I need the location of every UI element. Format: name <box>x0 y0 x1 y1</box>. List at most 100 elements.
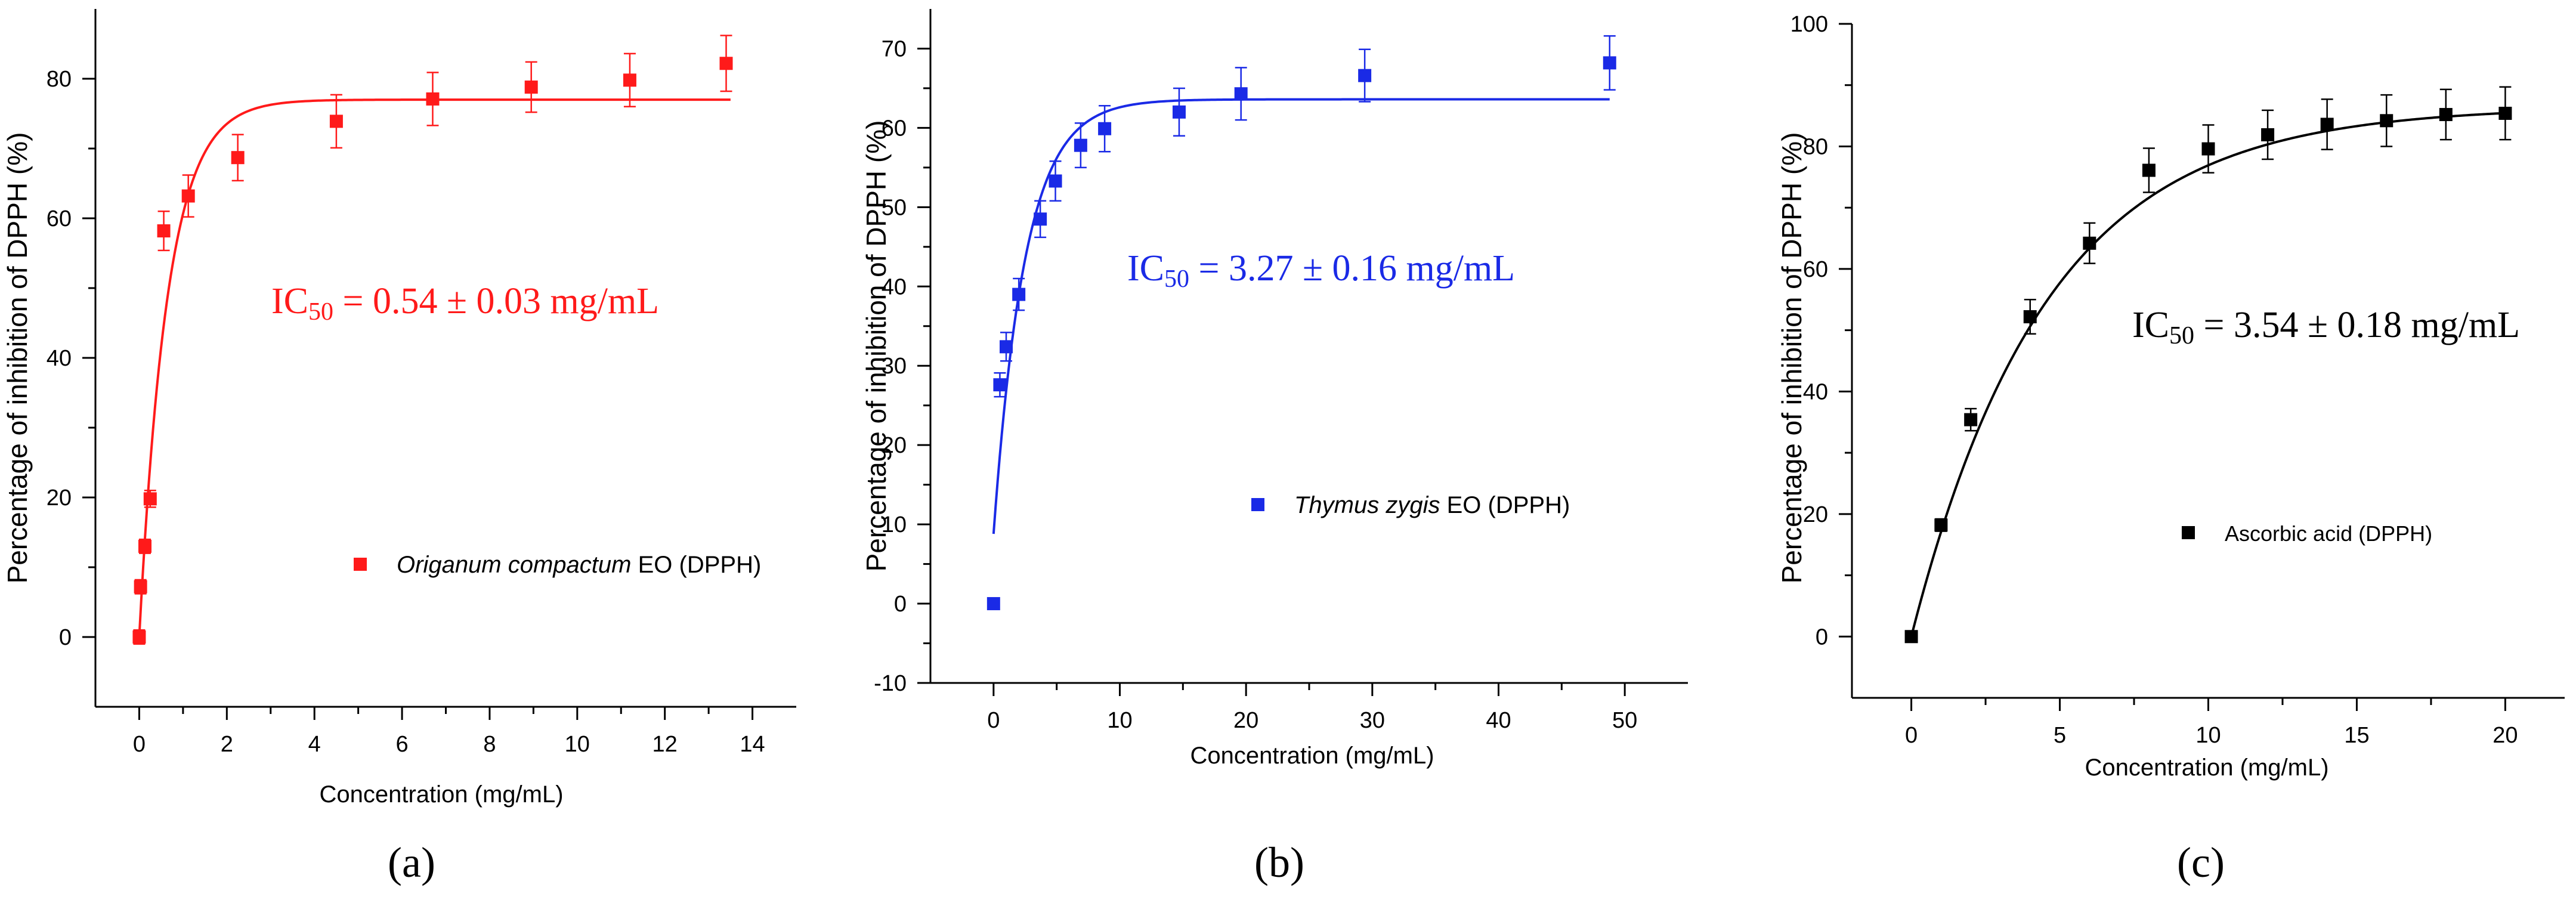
data-point <box>1172 105 1186 119</box>
data-marks <box>132 35 733 645</box>
data-point <box>329 115 343 128</box>
y-tick-label: 50 <box>882 195 907 220</box>
data-point <box>132 630 146 644</box>
y-tick-label: 20 <box>47 486 72 511</box>
ic50-annotation: IC50 = 3.27 ± 0.16 mg/mL <box>1127 248 1515 293</box>
y-tick-label: 60 <box>882 116 907 141</box>
legend-marker <box>354 558 367 571</box>
y-tick-label: 70 <box>882 36 907 61</box>
legend-normal: EO (DPPH) <box>1440 492 1570 518</box>
panel-label: (b) <box>1254 839 1304 886</box>
data-point <box>181 189 195 203</box>
data-point <box>623 73 636 87</box>
ic50-prefix: IC <box>1127 248 1164 289</box>
x-tick-label: 5 <box>2054 723 2066 748</box>
x-ticks: 0 10 20 30 40 50 <box>987 683 1637 733</box>
y-tick-label: 20 <box>882 433 907 458</box>
data-point <box>426 92 440 106</box>
y-tick-label: 60 <box>47 206 72 231</box>
panel-label: (c) <box>2177 839 2225 886</box>
data-point <box>1034 212 1047 226</box>
x-tick-label: 6 <box>395 732 408 757</box>
y-tick-label: 40 <box>47 346 72 371</box>
data-point <box>1098 122 1112 135</box>
data-marks <box>987 35 1616 611</box>
x-tick-label: 2 <box>221 732 233 757</box>
x-tick-label: 50 <box>1612 708 1637 733</box>
y-tick-label: -10 <box>874 671 907 696</box>
data-point <box>1000 340 1013 354</box>
y-tick-label: 20 <box>1803 502 1828 527</box>
y-tick-label: 60 <box>1803 257 1828 282</box>
x-axis-label: Concentration (mg/mL) <box>319 781 563 808</box>
data-point <box>1358 69 1372 82</box>
legend-label: Origanum compactum EO (DPPH) <box>397 552 761 578</box>
data-point <box>1904 630 1918 644</box>
y-axis-label: Percentage of inhibition of DPPH (%) <box>861 120 892 572</box>
chart-panel-a: 0 2 4 6 8 10 12 14 0 20 40 60 80 Concentration (mg/… <box>2 9 796 886</box>
x-axis-label: Concentration (mg/mL) <box>1190 743 1434 769</box>
x-tick-label: 0 <box>1905 723 1918 748</box>
ic50-prefix: IC <box>271 281 308 321</box>
legend-label: Thymus zygis EO (DPPH) <box>1294 492 1570 518</box>
x-tick-label: 30 <box>1360 708 1385 733</box>
ic50-value: = 3.27 ± 0.16 mg/mL <box>1189 248 1515 289</box>
x-tick-label: 0 <box>987 708 1000 733</box>
data-point <box>1964 413 1978 426</box>
y-ticks: -10 0 10 20 30 40 50 60 70 <box>874 36 930 696</box>
x-ticks: 0 2 4 6 8 10 12 14 <box>133 707 765 757</box>
x-tick-label: 20 <box>2492 723 2518 748</box>
data-point <box>1934 518 1948 532</box>
data-point <box>1012 287 1026 301</box>
y-tick-label: 10 <box>882 512 907 537</box>
data-marks <box>1904 86 2512 644</box>
data-point <box>2261 128 2275 141</box>
data-point <box>2498 106 2512 120</box>
data-point <box>987 597 1000 611</box>
data-point <box>1603 56 1616 70</box>
data-point <box>2142 163 2156 177</box>
x-tick-label: 14 <box>740 732 765 757</box>
chart-panel-b: 0 10 20 30 40 50 -10 0 10 20 30 40 50 60 70 Concentra… <box>861 9 1688 886</box>
chart-panel-c: 0 5 10 15 20 0 20 40 60 80 100 Concentration (mg/… <box>1776 12 2565 886</box>
y-tick-label: 100 <box>1790 12 1828 37</box>
x-ticks: 0 5 10 15 20 <box>1905 698 2518 748</box>
legend-italic: Thymus zygis <box>1294 492 1440 518</box>
y-tick-label: 0 <box>894 592 907 617</box>
y-tick-label: 40 <box>882 274 907 299</box>
ic50-subscript: 50 <box>1164 265 1189 293</box>
data-point <box>993 378 1007 392</box>
fit-curve-group <box>992 98 1610 534</box>
data-point <box>1234 87 1248 101</box>
data-point <box>157 224 171 238</box>
data-point <box>231 151 245 165</box>
legend: Origanum compactum EO (DPPH) <box>354 552 761 578</box>
y-tick-label: 0 <box>59 625 72 650</box>
y-tick-label: 40 <box>1803 379 1828 404</box>
y-ticks: 0 20 40 60 80 100 <box>1790 12 1852 650</box>
data-point <box>134 580 147 593</box>
legend: Ascorbic acid (DPPH) <box>2182 521 2432 546</box>
legend-normal: Ascorbic acid (DPPH) <box>2225 521 2432 546</box>
x-tick-label: 15 <box>2344 723 2369 748</box>
legend-marker <box>1251 498 1264 511</box>
ic50-value: = 3.54 ± 0.18 mg/mL <box>2194 305 2520 345</box>
y-ticks: 0 20 40 60 80 <box>47 67 95 650</box>
ic50-subscript: 50 <box>2169 322 2194 350</box>
data-point <box>719 57 733 70</box>
data-point <box>2201 142 2215 156</box>
data-point <box>2320 118 2334 131</box>
data-point <box>1074 138 1087 152</box>
data-point <box>138 539 151 553</box>
data-point <box>2439 108 2453 122</box>
legend-label: Ascorbic acid (DPPH) <box>2225 521 2432 546</box>
x-tick-label: 10 <box>2195 723 2221 748</box>
legend-marker <box>2182 526 2195 539</box>
data-point <box>143 492 157 506</box>
data-point <box>524 81 538 94</box>
data-point <box>2023 310 2037 324</box>
legend: Thymus zygis EO (DPPH) <box>1251 492 1570 518</box>
ic50-annotation: IC50 = 0.54 ± 0.03 mg/mL <box>271 281 659 326</box>
